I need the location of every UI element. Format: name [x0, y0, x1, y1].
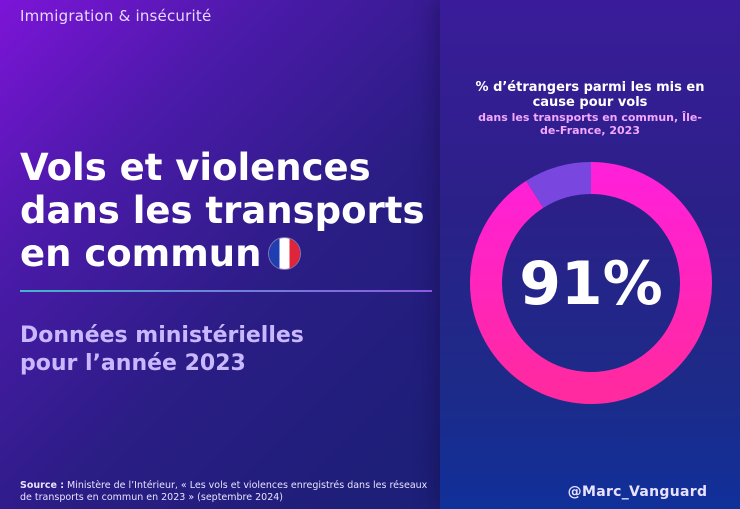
donut-slice: [470, 162, 712, 404]
title-line: dans les transports: [20, 189, 425, 232]
title-line-text: en commun: [20, 232, 262, 275]
donut-chart: 91%: [470, 162, 712, 404]
chart-title: % d’étrangers parmi les mis en cause pou…: [475, 80, 705, 110]
donut-slice: [526, 162, 592, 209]
author-handle: @Marc_Vanguard: [567, 484, 708, 500]
subtitle-line: pour l’année 2023: [20, 351, 246, 376]
center-value-label: 91%: [519, 249, 663, 319]
source-text: Ministère de l’Intérieur, « Les vols et …: [20, 480, 428, 503]
title-line: en commun: [20, 232, 430, 275]
title-line: Vols et violences: [20, 146, 371, 189]
subtitle-line: Données ministérielles: [20, 323, 304, 348]
chart-subtitle: dans les transports en commun, Île-de-Fr…: [478, 111, 702, 137]
category-label: Immigration & insécurité: [20, 7, 212, 25]
divider: [20, 290, 432, 292]
subtitle: Données ministérielles pour l’année 2023: [20, 322, 420, 378]
main-title: Vols et violences dans les transports en…: [20, 146, 430, 275]
france-flag-icon: [269, 238, 301, 269]
source-label: Source :: [20, 480, 64, 491]
source-note: Source : Ministère de l’Intérieur, « Les…: [20, 480, 440, 504]
